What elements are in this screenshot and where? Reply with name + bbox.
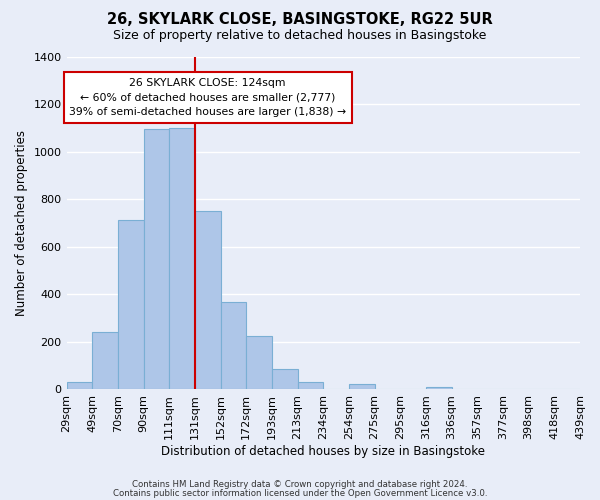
Text: Contains public sector information licensed under the Open Government Licence v3: Contains public sector information licen… <box>113 488 487 498</box>
Bar <box>426 386 452 389</box>
Bar <box>92 332 118 389</box>
Bar <box>221 302 246 389</box>
Text: Size of property relative to detached houses in Basingstoke: Size of property relative to detached ho… <box>113 29 487 42</box>
Bar <box>169 128 195 389</box>
Bar <box>67 382 92 389</box>
Bar <box>349 384 374 389</box>
Bar <box>118 220 143 389</box>
Text: Contains HM Land Registry data © Crown copyright and database right 2024.: Contains HM Land Registry data © Crown c… <box>132 480 468 489</box>
Text: 26, SKYLARK CLOSE, BASINGSTOKE, RG22 5UR: 26, SKYLARK CLOSE, BASINGSTOKE, RG22 5UR <box>107 12 493 28</box>
Bar <box>298 382 323 389</box>
Y-axis label: Number of detached properties: Number of detached properties <box>15 130 28 316</box>
Bar <box>195 211 221 389</box>
Bar <box>143 129 169 389</box>
Bar <box>246 336 272 389</box>
X-axis label: Distribution of detached houses by size in Basingstoke: Distribution of detached houses by size … <box>161 444 485 458</box>
Bar <box>272 369 298 389</box>
Text: 26 SKYLARK CLOSE: 124sqm
← 60% of detached houses are smaller (2,777)
39% of sem: 26 SKYLARK CLOSE: 124sqm ← 60% of detach… <box>69 78 346 118</box>
